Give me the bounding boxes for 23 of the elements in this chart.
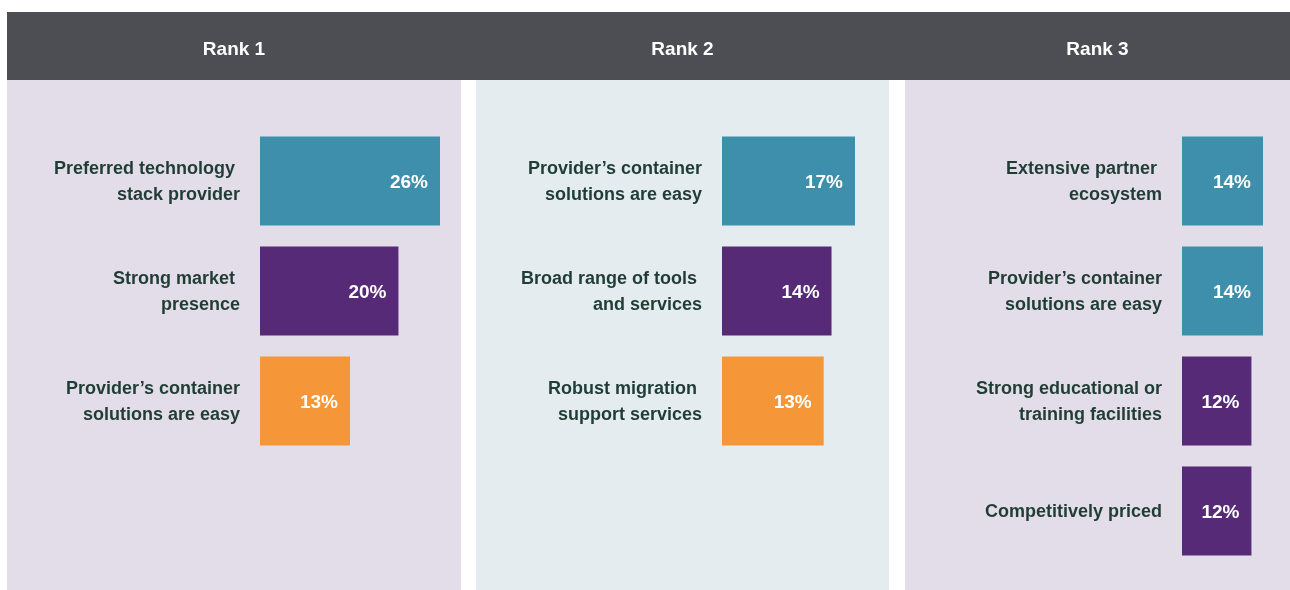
data-label: 14% — [1212, 280, 1252, 302]
y-tick-label: Provider’s container solutions are easy — [987, 268, 1162, 314]
y-tick-label: Preferred technology stack provider — [53, 158, 240, 204]
y-tick-label: Provider’s container solutions are easy — [527, 158, 702, 204]
data-label: 13% — [299, 390, 339, 412]
y-tick-label: Competitively priced — [984, 501, 1162, 521]
y-tick-label: Extensive partner ecosystem — [1005, 158, 1162, 204]
data-label: 26% — [389, 170, 429, 192]
data-label: 13% — [773, 390, 812, 412]
data-label: 12% — [1201, 390, 1240, 412]
data-label: 14% — [1212, 170, 1252, 192]
data-label: 12% — [1201, 500, 1240, 522]
data-label: 20% — [348, 280, 387, 302]
y-tick-label: Broad range of tools and services — [520, 268, 702, 314]
y-tick-label: Strong educational or training facilities — [975, 378, 1162, 424]
y-tick-label: Strong market presence — [112, 268, 240, 314]
chart-title: Rank 3 — [1066, 38, 1129, 59]
chart-title: Rank 1 — [202, 38, 266, 59]
y-tick-label: Robust migration support services — [548, 378, 702, 424]
y-tick-label: Provider’s container solutions are easy — [65, 378, 240, 424]
chart-title: Rank 2 — [651, 38, 714, 59]
data-label: 14% — [781, 280, 820, 302]
data-label: 17% — [804, 170, 844, 192]
